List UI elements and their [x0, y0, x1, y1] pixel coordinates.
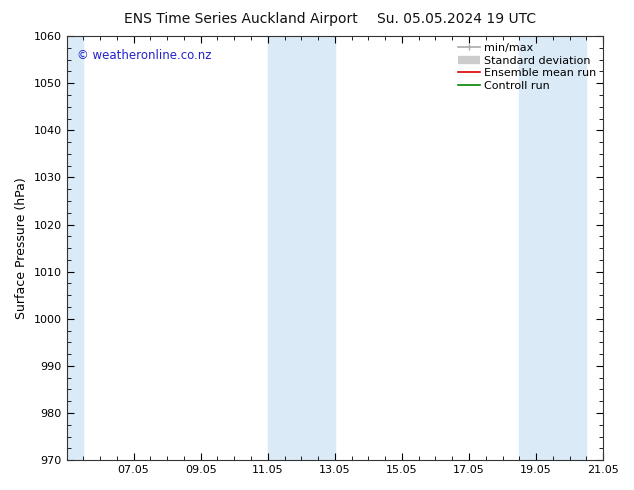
Bar: [519, 36, 586, 460]
Bar: [67, 36, 83, 460]
Legend: min/max, Standard deviation, Ensemble mean run, Controll run: min/max, Standard deviation, Ensemble me…: [454, 40, 600, 95]
Bar: [268, 36, 335, 460]
Y-axis label: Surface Pressure (hPa): Surface Pressure (hPa): [15, 177, 28, 319]
Text: ENS Time Series Auckland Airport: ENS Time Series Auckland Airport: [124, 12, 358, 26]
Text: © weatheronline.co.nz: © weatheronline.co.nz: [77, 49, 212, 62]
Text: Su. 05.05.2024 19 UTC: Su. 05.05.2024 19 UTC: [377, 12, 536, 26]
